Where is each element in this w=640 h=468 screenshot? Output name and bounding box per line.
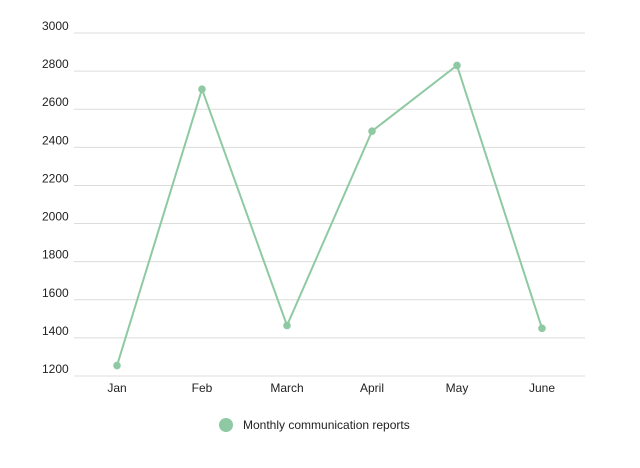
series-layer: [113, 61, 546, 370]
y-tick-label: 2400: [42, 133, 69, 147]
y-tick-label: 1800: [42, 248, 69, 262]
data-point[interactable]: [198, 85, 206, 94]
series-line: [116, 64, 543, 366]
x-axis-ticks: Jan Feb March April May June: [107, 381, 555, 395]
y-tick-label: 3000: [42, 19, 69, 33]
y-tick-label: 2000: [42, 210, 69, 224]
y-tick-label: 2600: [42, 95, 69, 109]
data-point[interactable]: [283, 321, 291, 330]
y-tick-label: 2200: [42, 171, 69, 185]
y-tick-label: 1400: [42, 324, 69, 338]
data-point[interactable]: [368, 127, 376, 135]
data-point[interactable]: [453, 61, 461, 70]
y-tick-label: 1600: [42, 286, 69, 300]
x-tick-label: Feb: [192, 381, 213, 395]
x-tick-label: May: [446, 381, 469, 395]
data-point[interactable]: [113, 361, 121, 370]
y-tick-label: 2800: [42, 57, 69, 71]
x-tick-label: March: [270, 381, 303, 395]
legend: Monthly communication reports: [219, 418, 410, 432]
grid-lines: [74, 32, 585, 377]
legend-marker: [219, 418, 233, 432]
x-tick-label: Jan: [107, 381, 126, 395]
y-tick-label: 1200: [42, 362, 69, 376]
x-tick-label: June: [529, 381, 555, 395]
legend-label: Monthly communication reports: [243, 418, 410, 432]
data-point[interactable]: [538, 324, 546, 333]
y-axis-ticks: 1200 1400 1600 1800 2000 2200 2400 2600 2800 3000: [42, 19, 69, 376]
x-tick-label: April: [360, 381, 384, 395]
